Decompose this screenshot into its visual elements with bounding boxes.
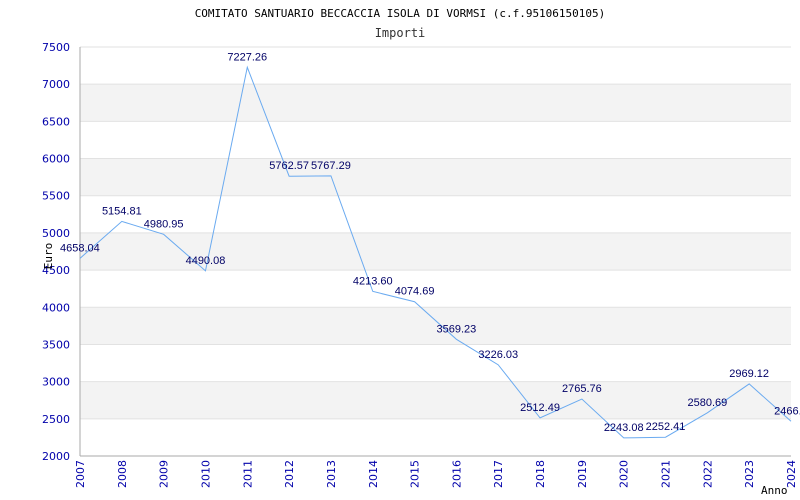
y-tick-label: 5000: [42, 227, 70, 240]
data-label: 3226.03: [478, 349, 518, 361]
x-axis-label: Anno: [761, 484, 788, 497]
data-label: 2765.76: [562, 383, 602, 395]
x-tick-label: 2024: [785, 460, 798, 488]
data-label: 4074.69: [395, 286, 435, 298]
y-tick-label: 2000: [42, 450, 70, 463]
grid-band: [80, 232, 791, 271]
grid-band: [80, 418, 791, 456]
grid-band: [80, 121, 791, 159]
data-label: 5154.81: [102, 205, 142, 217]
x-tick-label: 2011: [241, 460, 254, 488]
x-tick-label: 2007: [74, 460, 87, 488]
x-tick-label: 2010: [199, 460, 212, 488]
grid-band: [80, 381, 791, 419]
data-label: 2512.49: [520, 402, 560, 414]
x-tick-label: 2016: [450, 460, 463, 488]
y-tick-labels: 2000 2500 3000 3500 4000 4500 5000 5500 6000 6500…: [42, 41, 70, 463]
axes: [79, 47, 791, 457]
x-tick-label: 2018: [534, 460, 547, 488]
x-tick-label: 2013: [325, 460, 338, 488]
data-label: 2466.7: [774, 405, 800, 417]
data-label: 5767.29: [311, 160, 351, 172]
data-label: 5762.57: [269, 160, 309, 172]
data-label: 7227.26: [227, 51, 267, 63]
grid-band: [80, 344, 791, 382]
x-tick-label: 2014: [367, 460, 380, 488]
y-axis-label: Euro: [42, 243, 55, 270]
data-label: 2243.08: [604, 422, 644, 434]
grid-band: [80, 47, 791, 85]
y-tick-label: 3000: [42, 376, 70, 389]
grid-band: [80, 195, 791, 233]
y-tick-label: 7000: [42, 78, 70, 91]
data-label: 2580.69: [687, 397, 727, 409]
y-tick-label: 6000: [42, 153, 70, 166]
x-tick-label: 2009: [158, 460, 171, 488]
y-tick-label: 2500: [42, 413, 70, 426]
series-line: [79, 65, 792, 439]
y-tick-label: 4000: [42, 301, 70, 314]
grid-bands: [80, 46, 791, 457]
chart-subtitle: Importi: [375, 26, 426, 40]
data-label: 4490.08: [186, 255, 226, 267]
x-tick-label: 2019: [576, 460, 589, 488]
data-label: 3569.23: [437, 323, 477, 335]
x-tick-label: 2021: [660, 460, 673, 488]
series-polyline: [79, 65, 792, 439]
grid-band: [80, 270, 791, 308]
grid-band: [80, 158, 791, 196]
y-tick-label: 7500: [42, 41, 70, 54]
x-tick-labels: 2007 2008 2009 2010 2011 2012 2013 2014 2015 2016…: [74, 460, 798, 488]
x-tick-label: 2020: [618, 460, 631, 488]
x-tick-label: 2015: [409, 460, 422, 488]
x-tick-label: 2012: [283, 460, 296, 488]
data-label: 4980.95: [144, 218, 184, 230]
data-label: 4658.04: [60, 242, 100, 254]
grid-band: [80, 84, 791, 122]
x-tick-label: 2022: [701, 460, 714, 488]
y-tick-label: 3500: [42, 338, 70, 351]
y-tick-label: 4500: [42, 264, 70, 277]
grid-band: [80, 307, 791, 345]
data-label: 4213.60: [353, 275, 393, 287]
x-tick-label: 2017: [492, 460, 505, 488]
data-label: 2252.41: [646, 421, 686, 433]
x-tick-label: 2008: [116, 460, 129, 488]
chart-title: COMITATO SANTUARIO BECCACCIA ISOLA DI VO…: [195, 7, 606, 20]
data-label: 2969.12: [729, 368, 769, 380]
y-tick-label: 6500: [42, 115, 70, 128]
y-tick-label: 5500: [42, 190, 70, 203]
x-tick-label: 2023: [743, 460, 756, 488]
